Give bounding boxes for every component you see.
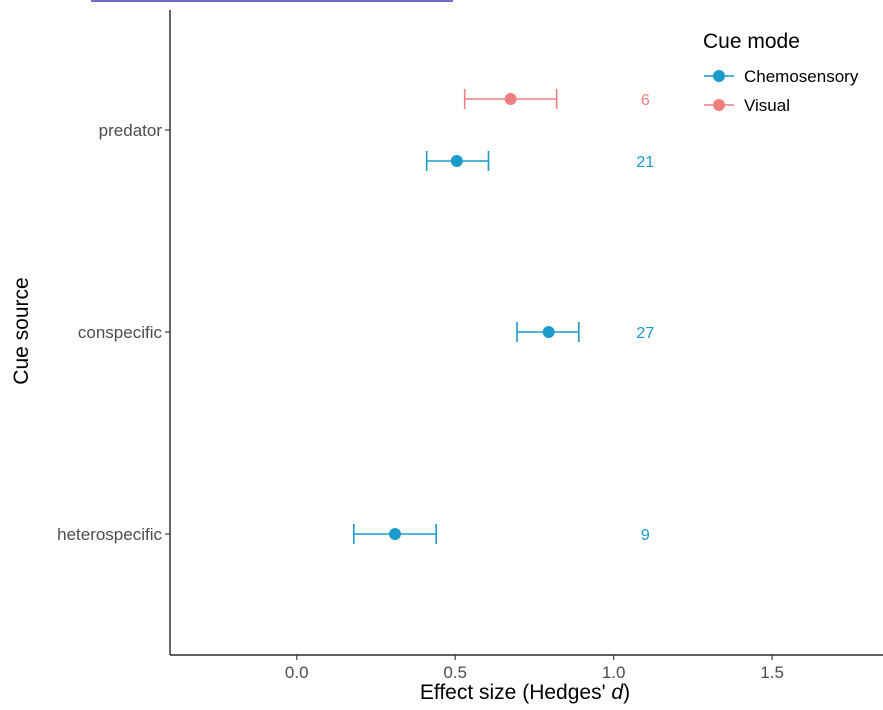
x-tick-label: 0.5: [443, 663, 467, 682]
legend-item-visual: Visual: [704, 96, 790, 115]
y-tick-label: predator: [99, 121, 163, 140]
sample-size-label: 27: [636, 325, 654, 342]
x-tick-label: 1.5: [760, 663, 784, 682]
y-tick-label: heterospecific: [57, 525, 162, 544]
sample-size-label: 6: [641, 92, 650, 109]
legend-label: Chemosensory: [744, 67, 859, 86]
top-banner-line: [91, 0, 453, 2]
point-estimate-chemosensory: [542, 326, 555, 338]
legend-label: Visual: [744, 96, 790, 115]
legend-item-chemosensory: Chemosensory: [704, 67, 859, 86]
plot-marks: [352, 89, 580, 544]
x-axis-ticks: 0.0 0.5 1.0 1.5: [285, 655, 784, 682]
x-tick-label: 1.0: [602, 663, 626, 682]
legend: Cue mode Chemosensory Visual: [703, 30, 859, 115]
sample-size-label: 21: [636, 154, 654, 171]
y-axis-ticks: predator conspecific heterospecific: [57, 121, 170, 544]
legend-title: Cue mode: [703, 30, 800, 53]
x-tick-label: 0.0: [285, 663, 309, 682]
y-axis-title: Cue source: [10, 277, 33, 384]
point-estimate-chemosensory: [388, 528, 401, 540]
sample-size-labels: 21 27 9 6: [636, 92, 654, 544]
point-estimate-chemosensory: [450, 155, 463, 167]
legend-key-point: [713, 99, 725, 111]
x-axis-title: Effect size (Hedges' d): [420, 681, 630, 704]
y-tick-label: conspecific: [78, 323, 163, 342]
legend-key-point: [713, 70, 725, 82]
point-estimate-visual: [504, 93, 517, 105]
sample-size-label: 9: [641, 527, 650, 544]
